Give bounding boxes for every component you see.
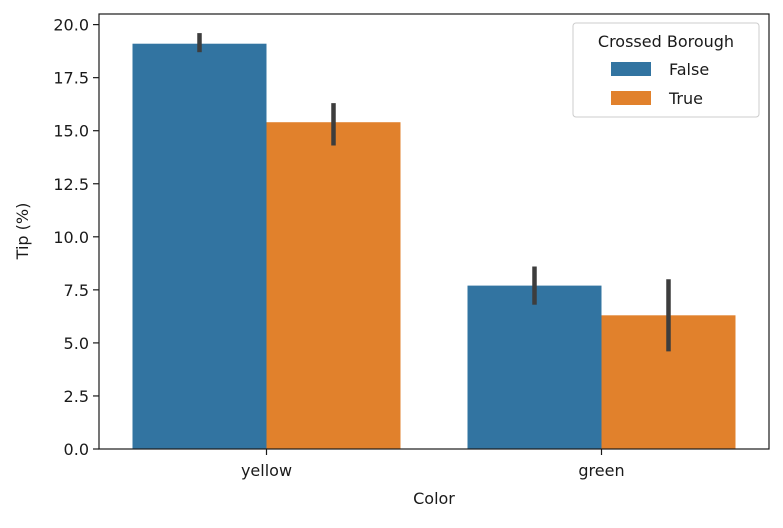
bar-yellow-true [266,122,401,449]
y-tick-label: 0.0 [64,440,89,459]
y-axis: 0.0 2.5 5.0 7.5 10.0 12.5 15.0 17.5 20.0 [53,16,99,459]
y-tick-label: 5.0 [64,334,89,353]
legend: Crossed Borough False True [572,22,760,118]
legend-label-false: False [669,60,709,79]
x-axis-label: Color [413,489,455,508]
y-axis-label: Tip (%) [13,203,32,261]
legend-label-true: True [668,89,703,108]
x-tick-label-yellow: yellow [241,461,292,480]
legend-swatch-false [611,62,651,76]
y-tick-label: 15.0 [53,122,89,141]
y-tick-label: 10.0 [53,228,89,247]
legend-title: Crossed Borough [598,32,734,51]
bar-yellow-false [132,43,267,450]
y-tick-label: 2.5 [64,387,89,406]
x-axis: yellow green [241,449,625,480]
legend-entries: False True [611,60,709,108]
bar-green-false [467,285,602,449]
y-tick-label: 20.0 [53,16,89,35]
x-tick-label-green: green [578,461,624,480]
y-tick-label: 12.5 [53,175,89,194]
y-tick-label: 17.5 [53,69,89,88]
plot-frame [98,13,770,450]
error-bars-layer [197,33,671,352]
legend-swatch-true [611,91,651,105]
y-tick-label: 7.5 [64,281,89,300]
